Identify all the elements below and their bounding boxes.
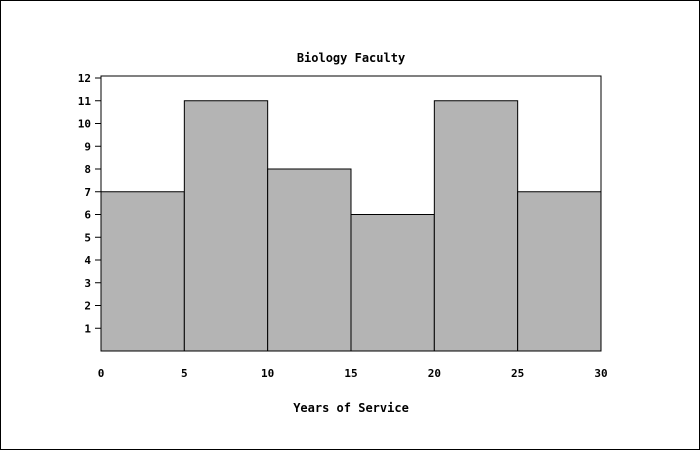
x-tick-label: 10 xyxy=(261,367,274,380)
histogram-bar xyxy=(267,168,352,352)
x-axis-label: Years of Service xyxy=(293,401,409,415)
histogram-bar xyxy=(517,191,602,352)
y-tick-label: 4 xyxy=(84,254,91,267)
x-tick-label: 30 xyxy=(594,367,607,380)
x-tick-label: 15 xyxy=(344,367,357,380)
x-tick-label: 0 xyxy=(98,367,105,380)
y-tick-label: 2 xyxy=(84,300,91,313)
histogram-bar xyxy=(433,100,519,352)
y-tick-label: 10 xyxy=(78,118,91,131)
histogram-bar xyxy=(183,100,269,352)
y-tick-label: 3 xyxy=(84,277,91,290)
y-tick-label: 7 xyxy=(84,186,91,199)
y-tick-label: 1 xyxy=(84,322,91,335)
y-tick-label: 5 xyxy=(84,231,91,244)
x-axis: 0 5 10 15 20 25 30 xyxy=(98,367,608,380)
x-tick-label: 20 xyxy=(428,367,441,380)
histogram-bar xyxy=(350,214,435,352)
plot-area-border xyxy=(100,75,602,352)
y-tick-label: 8 xyxy=(84,163,91,176)
chart-title: Biology Faculty xyxy=(297,51,405,65)
y-tick-label: 6 xyxy=(84,209,91,222)
y-tick-label: 9 xyxy=(84,140,91,153)
bars-group xyxy=(100,100,602,352)
y-tick-label: 12 xyxy=(78,72,91,85)
x-tick-label: 25 xyxy=(511,367,524,380)
histogram-bar xyxy=(100,191,185,352)
y-tick-label: 11 xyxy=(78,95,92,108)
x-tick-label: 5 xyxy=(181,367,188,380)
